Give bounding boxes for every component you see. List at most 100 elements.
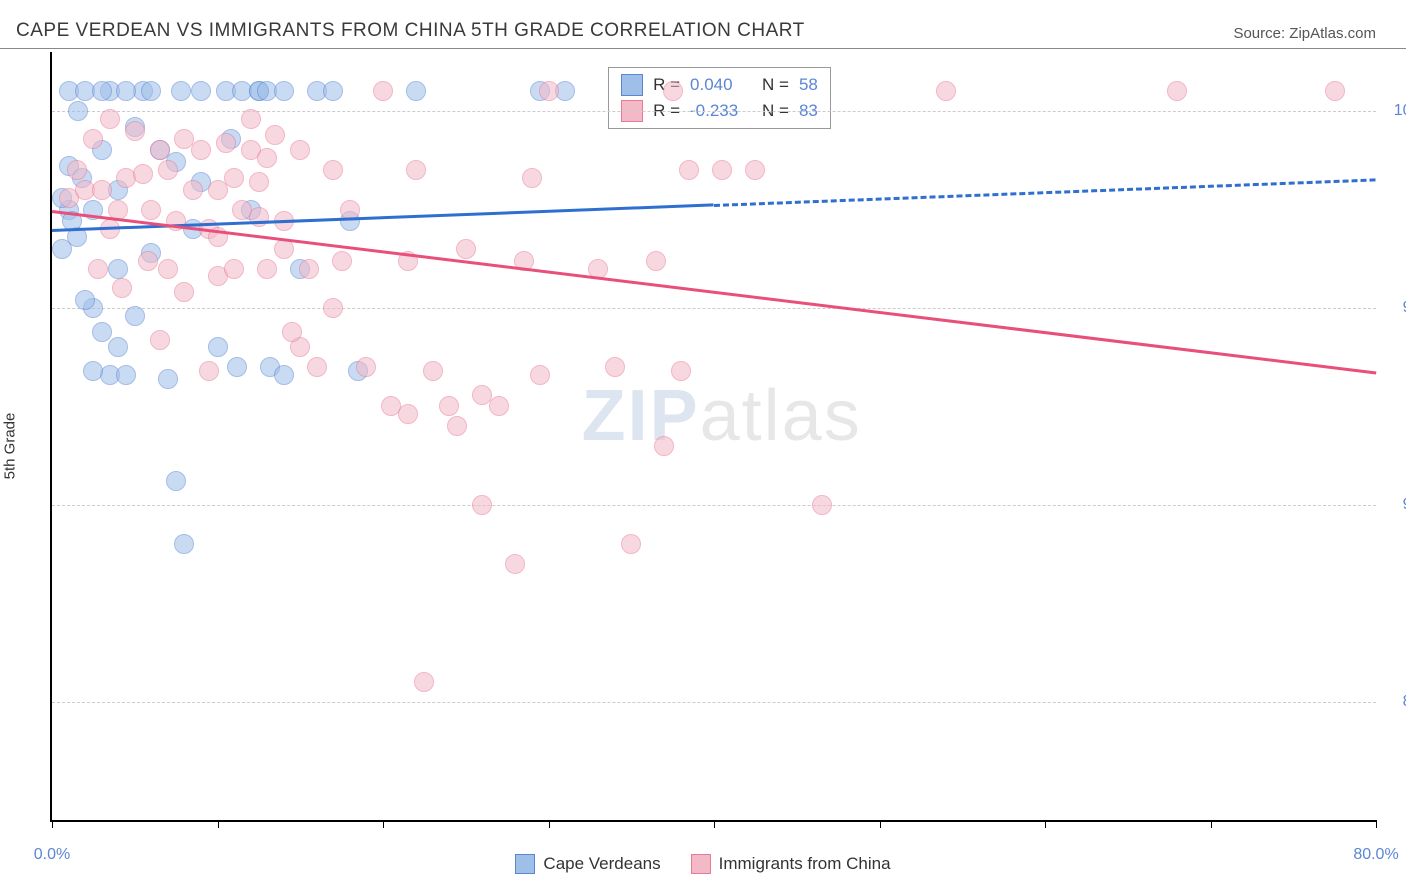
data-point — [241, 109, 261, 129]
data-point — [141, 81, 161, 101]
data-point — [174, 534, 194, 554]
data-point — [67, 160, 87, 180]
data-point — [406, 81, 426, 101]
data-point — [332, 251, 352, 271]
legend-item: Cape Verdeans — [515, 854, 660, 874]
legend-n-label: N = — [762, 75, 789, 95]
xtick — [1045, 820, 1046, 828]
data-point — [166, 471, 186, 491]
watermark-zip: ZIP — [582, 376, 700, 456]
data-point — [158, 259, 178, 279]
xtick — [549, 820, 550, 828]
data-point — [150, 140, 170, 160]
data-point — [812, 495, 832, 515]
ytick-label: 90.0% — [1384, 496, 1406, 514]
data-point — [621, 534, 641, 554]
data-point — [323, 81, 343, 101]
legend-r-value: 0.040 — [690, 75, 752, 95]
data-point — [108, 259, 128, 279]
xtick — [383, 820, 384, 828]
data-point — [654, 436, 674, 456]
chart-title: CAPE VERDEAN VS IMMIGRANTS FROM CHINA 5T… — [16, 20, 805, 42]
data-point — [216, 133, 236, 153]
data-point — [646, 251, 666, 271]
data-point — [191, 140, 211, 160]
data-point — [1167, 81, 1187, 101]
data-point — [373, 81, 393, 101]
data-point — [138, 251, 158, 271]
data-point — [472, 495, 492, 515]
series-legend: Cape Verdeans Immigrants from China — [0, 854, 1406, 874]
chart-area: ZIPatlas R =0.040N =58R =-0.233N =83 85.… — [50, 52, 1376, 822]
data-point — [530, 365, 550, 385]
data-point — [92, 180, 112, 200]
data-point — [299, 259, 319, 279]
legend-row: R =0.040N =58 — [617, 72, 822, 98]
correlation-legend: R =0.040N =58R =-0.233N =83 — [608, 67, 831, 129]
data-point — [83, 129, 103, 149]
data-point — [522, 168, 542, 188]
ytick-label: 95.0% — [1384, 299, 1406, 317]
data-point — [249, 172, 269, 192]
data-point — [116, 365, 136, 385]
watermark-atlas: atlas — [700, 376, 862, 456]
legend-swatch — [621, 74, 643, 96]
data-point — [88, 259, 108, 279]
legend-item: Immigrants from China — [691, 854, 891, 874]
data-point — [605, 357, 625, 377]
plot-region: ZIPatlas R =0.040N =58R =-0.233N =83 85.… — [50, 52, 1376, 822]
data-point — [125, 121, 145, 141]
data-point — [208, 337, 228, 357]
data-point — [100, 109, 120, 129]
data-point — [290, 140, 310, 160]
data-point — [224, 168, 244, 188]
data-point — [447, 416, 467, 436]
data-point — [274, 365, 294, 385]
gridline-h — [52, 308, 1376, 309]
chart-header: CAPE VERDEAN VS IMMIGRANTS FROM CHINA 5T… — [0, 0, 1406, 49]
data-point — [282, 322, 302, 342]
data-point — [414, 672, 434, 692]
data-point — [199, 361, 219, 381]
legend-label: Cape Verdeans — [543, 854, 660, 874]
data-point — [92, 81, 112, 101]
legend-swatch — [515, 854, 535, 874]
data-point — [75, 290, 95, 310]
data-point — [224, 259, 244, 279]
xtick — [1376, 820, 1377, 828]
data-point — [112, 278, 132, 298]
xtick — [218, 820, 219, 828]
legend-swatch — [691, 854, 711, 874]
data-point — [133, 164, 153, 184]
data-point — [663, 81, 683, 101]
data-point — [257, 148, 277, 168]
ytick-label: 85.0% — [1384, 693, 1406, 711]
data-point — [158, 369, 178, 389]
data-point — [68, 101, 88, 121]
data-point — [265, 125, 285, 145]
gridline-h — [52, 505, 1376, 506]
data-point — [191, 81, 211, 101]
data-point — [92, 322, 112, 342]
data-point — [116, 81, 136, 101]
data-point — [406, 160, 426, 180]
data-point — [439, 396, 459, 416]
xtick — [714, 820, 715, 828]
data-point — [323, 298, 343, 318]
ytick-label: 100.0% — [1384, 102, 1406, 120]
data-point — [257, 259, 277, 279]
data-point — [398, 404, 418, 424]
data-point — [125, 306, 145, 326]
data-point — [183, 180, 203, 200]
xtick — [1211, 820, 1212, 828]
data-point — [274, 81, 294, 101]
data-point — [456, 239, 476, 259]
data-point — [712, 160, 732, 180]
data-point — [83, 361, 103, 381]
regression-line — [714, 178, 1376, 207]
data-point — [174, 282, 194, 302]
data-point — [52, 239, 72, 259]
data-point — [679, 160, 699, 180]
y-axis-label: 5th Grade — [2, 413, 19, 480]
data-point — [423, 361, 443, 381]
